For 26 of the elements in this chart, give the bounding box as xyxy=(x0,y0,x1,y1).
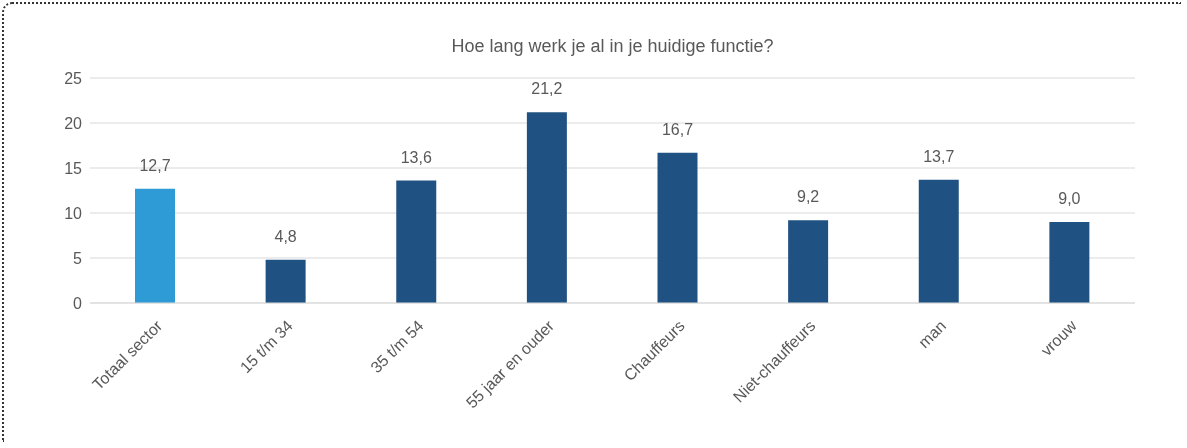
x-tick-label: man xyxy=(915,317,950,352)
y-tick-label: 5 xyxy=(73,249,83,267)
bar xyxy=(788,220,829,303)
y-tick-label: 20 xyxy=(64,114,83,132)
y-tick-label: 15 xyxy=(64,159,83,177)
bar xyxy=(396,180,437,303)
x-tick-label: 15 t/m 34 xyxy=(236,316,297,377)
bar xyxy=(135,188,175,303)
data-label: 13,7 xyxy=(923,147,955,165)
bar xyxy=(526,112,567,303)
data-label: 21,2 xyxy=(531,80,563,98)
data-label: 16,7 xyxy=(661,120,694,138)
bar xyxy=(918,179,959,303)
y-tick-label: 10 xyxy=(64,204,83,222)
bar xyxy=(265,259,306,303)
y-tick-label: 0 xyxy=(73,294,83,312)
data-label: 9,0 xyxy=(1058,190,1081,207)
data-label: 13,6 xyxy=(400,148,432,166)
chart-title: Hoe lang werk je al in je huidige functie? xyxy=(450,36,775,57)
data-label: 4,8 xyxy=(274,227,297,245)
bar xyxy=(1049,222,1090,303)
x-tick-label: 35 t/m 54 xyxy=(367,316,427,377)
bar xyxy=(657,152,698,303)
data-label: 12,7 xyxy=(139,156,171,174)
y-tick-label: 25 xyxy=(64,69,83,87)
data-label: 9,2 xyxy=(797,188,820,206)
